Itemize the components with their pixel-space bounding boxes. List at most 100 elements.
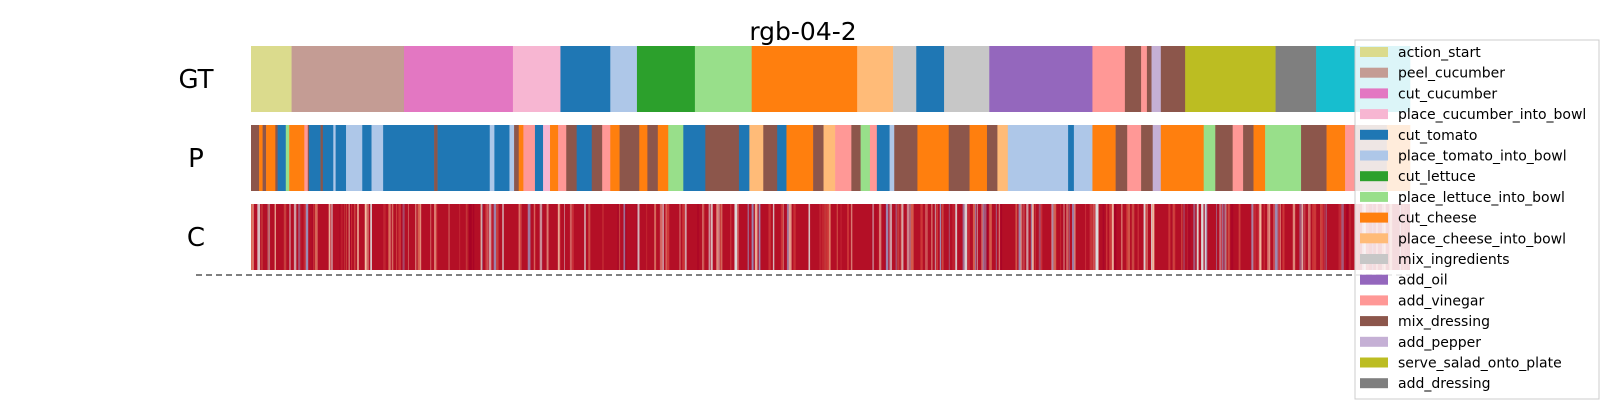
p-segment-23 xyxy=(509,125,515,191)
c-stripe-255 xyxy=(274,204,276,270)
legend-swatch-place-lettuce-into-bowl xyxy=(1360,191,1388,202)
c-stripe-315 xyxy=(1269,204,1271,270)
c-stripe-75 xyxy=(1263,204,1265,270)
c-stripe-285 xyxy=(557,204,560,270)
gt-segment-17 xyxy=(1146,46,1152,112)
c-stripe-311 xyxy=(417,204,421,270)
c-stripe-301 xyxy=(1171,204,1173,270)
p-segment-77 xyxy=(1301,125,1327,191)
p-segment-58 xyxy=(948,125,970,191)
c-stripe-149 xyxy=(349,204,351,270)
c-stripe-177 xyxy=(389,204,391,270)
gt-segment-19 xyxy=(1160,46,1186,112)
p-segment-50 xyxy=(835,125,852,191)
c-stripe-199 xyxy=(703,204,705,270)
p-segment-64 xyxy=(1073,125,1093,191)
c-stripe-257 xyxy=(495,204,499,270)
c-stripe-232 xyxy=(1324,204,1326,270)
p-segment-15 xyxy=(346,125,363,191)
c-stripe-198 xyxy=(1063,204,1065,270)
gt-segment-3 xyxy=(512,46,561,112)
legend-swatch-cut-cheese xyxy=(1360,212,1388,223)
c-stripe-261 xyxy=(682,204,685,270)
c-stripe-144 xyxy=(981,204,984,270)
p-segment-43 xyxy=(738,125,750,191)
c-stripe-21 xyxy=(341,204,343,270)
p-segment-69 xyxy=(1152,125,1162,191)
c-stripe-238 xyxy=(708,204,711,270)
gt-segment-2 xyxy=(403,46,514,112)
c-stripe-141 xyxy=(1102,204,1105,270)
c-stripe-305 xyxy=(897,204,900,270)
c-stripe-322 xyxy=(825,204,827,270)
c-stripe-138 xyxy=(1089,204,1092,270)
c-stripe-202 xyxy=(1038,204,1041,270)
legend-label-mix-ingredients: mix_ingredients xyxy=(1398,252,1510,268)
chart-title: rgb-04-2 xyxy=(749,17,856,46)
c-stripe-31 xyxy=(469,204,472,270)
c-stripe-264 xyxy=(659,204,663,270)
p-segment-1 xyxy=(259,125,263,191)
c-stripe-279 xyxy=(519,204,522,270)
c-stripe-35 xyxy=(402,204,405,270)
c-stripe-13 xyxy=(1021,204,1024,270)
c-stripe-78 xyxy=(1267,204,1269,270)
legend-label-mix-dressing: mix_dressing xyxy=(1398,314,1490,330)
p-segment-42 xyxy=(705,125,740,191)
legend-label-cut-lettuce: cut_lettuce xyxy=(1398,169,1476,185)
c-stripe-146 xyxy=(1113,204,1117,270)
c-stripe-183 xyxy=(527,204,531,270)
p-segment-75 xyxy=(1253,125,1266,191)
c-stripe-139 xyxy=(1151,204,1153,270)
p-segment-66 xyxy=(1115,125,1128,191)
c-stripe-326 xyxy=(1323,204,1325,270)
c-stripe-120 xyxy=(1254,204,1257,270)
legend-label-cut-cheese: cut_cheese xyxy=(1398,211,1477,227)
legend-label-serve-salad-onto-plate: serve_salad_onto_plate xyxy=(1398,356,1562,372)
c-stripe-167 xyxy=(788,204,792,270)
row-label-gt: GT xyxy=(178,65,213,95)
c-stripe-229 xyxy=(293,204,297,270)
p-segment-79 xyxy=(1345,125,1355,191)
c-stripe-15 xyxy=(636,204,639,270)
c-stripe-263 xyxy=(251,204,253,270)
legend: action_start peel_cucumber cut_cucumberpla… xyxy=(1354,39,1600,400)
p-segment-71 xyxy=(1203,125,1216,191)
c-stripe-83 xyxy=(1121,204,1123,270)
legend-label-peel-cucumber: peel_cucumber xyxy=(1398,66,1505,82)
c-stripe-215 xyxy=(465,204,468,270)
c-stripe-318 xyxy=(939,204,942,270)
c-stripe-121 xyxy=(783,204,786,270)
c-stripe-187 xyxy=(1131,204,1134,270)
p-segment-17 xyxy=(371,125,384,191)
p-segment-61 xyxy=(997,125,1009,191)
c-stripe-74 xyxy=(872,204,874,270)
legend-label-action-start: action_start xyxy=(1398,45,1481,61)
c-stripe-63 xyxy=(730,204,731,270)
c-stripe-55 xyxy=(485,204,488,270)
c-stripe-256 xyxy=(941,204,944,270)
c-stripe-283 xyxy=(662,204,664,270)
c-stripe-260 xyxy=(564,204,565,270)
legend-swatch-add-pepper xyxy=(1360,336,1388,347)
gt-segment-11 xyxy=(916,46,945,112)
legend-label-cut-tomato: cut_tomato xyxy=(1398,128,1477,144)
c-stripe-12 xyxy=(1304,204,1306,270)
p-segment-52 xyxy=(860,125,871,191)
p-segment-2 xyxy=(262,125,267,191)
p-segment-22 xyxy=(494,125,510,191)
c-stripe-298 xyxy=(910,204,914,270)
c-stripe-247 xyxy=(1018,204,1021,270)
c-stripe-154 xyxy=(719,204,722,270)
legend-label-add-dressing: add_dressing xyxy=(1398,376,1491,392)
c-stripe-228 xyxy=(1031,204,1034,270)
c-stripe-191 xyxy=(353,204,356,270)
gt-segment-14 xyxy=(1092,46,1126,112)
c-stripe-24 xyxy=(1276,204,1279,270)
c-stripe-243 xyxy=(1353,204,1355,270)
c-stripe-286 xyxy=(836,204,838,270)
c-stripe-197 xyxy=(1277,204,1280,270)
p-segment-0 xyxy=(251,125,260,191)
c-stripe-321 xyxy=(1053,204,1057,270)
